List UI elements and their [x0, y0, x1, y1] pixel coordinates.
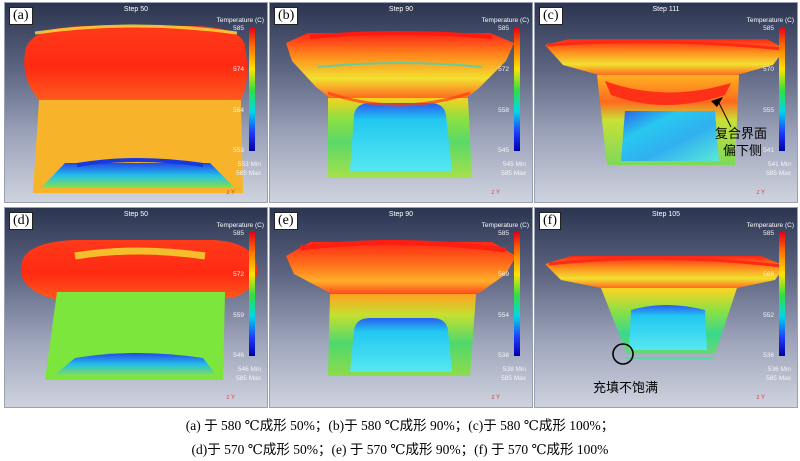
figure-caption-line2: (d)于 570 ℃成形 50%；(e) 于 570 ℃成形 90%；(f) 于… — [191, 442, 609, 457]
step-label: Step 90 — [388, 6, 414, 13]
legend-title: Temperature (C) — [481, 17, 529, 24]
panel-label: (d) — [9, 212, 34, 230]
min-readout: 545 Min — [502, 161, 526, 168]
step-label: Step 90 — [388, 211, 414, 218]
step-label: Step 111 — [652, 6, 680, 13]
colorbar-tick: 570 — [763, 66, 774, 73]
max-readout: 585 Max — [501, 170, 526, 177]
billet-render-a — [24, 24, 248, 193]
temperature-colorbar — [249, 27, 255, 151]
colorbar-tick: 585 — [498, 230, 509, 237]
annotation-interface-line2: 偏下侧 — [723, 143, 763, 158]
sim-panel-f: (f) Step 105 Temperature (C) 585 568 552… — [534, 207, 798, 408]
colorbar-tick: 574 — [233, 66, 244, 73]
min-readout: 538 Min — [502, 366, 526, 373]
min-readout: 546 Min — [237, 366, 261, 373]
axis-triad-icon: z Y — [491, 190, 500, 196]
min-readout: 536 Min — [767, 366, 791, 373]
colorbar-tick: 559 — [233, 312, 244, 319]
colorbar-tick: 538 — [498, 352, 509, 359]
axis-triad-icon: z Y — [756, 190, 765, 196]
colorbar-tick: 554 — [498, 312, 509, 319]
colorbar-tick: 585 — [233, 25, 244, 32]
temperature-colorbar — [514, 232, 520, 356]
billet-render-e — [286, 239, 516, 376]
panel-label: (f) — [539, 212, 561, 230]
colorbar-tick: 568 — [763, 271, 774, 278]
colorbar-tick: 553 — [233, 147, 244, 154]
step-label: Step 50 — [123, 211, 149, 218]
axis-triad-icon: z Y — [491, 395, 500, 401]
colorbar-tick: 545 — [498, 147, 509, 154]
sim-panel-d: (d) Step 50 Temperature (C) 585 572 559 … — [4, 207, 268, 408]
billet-render-d — [20, 240, 258, 380]
min-readout: 553 Min — [237, 161, 261, 168]
colorbar-tick: 558 — [498, 107, 509, 114]
colorbar-tick: 555 — [763, 107, 774, 114]
annotation-interface-line1: 复合界面 — [715, 126, 768, 141]
colorbar-tick: 541 — [763, 147, 774, 154]
legend-title: Temperature (C) — [216, 222, 264, 229]
panel-label: (e) — [274, 212, 298, 230]
panel-label: (c) — [539, 7, 563, 25]
colorbar-tick: 552 — [763, 312, 774, 319]
colorbar-tick: 546 — [233, 352, 244, 359]
colorbar-tick: 572 — [498, 66, 509, 73]
max-readout: 585 Max — [236, 170, 261, 177]
panel-label: (b) — [274, 7, 299, 25]
colorbar-tick: 585 — [498, 25, 509, 32]
sim-panel-c: (c) Step 111 Temperature (C) 585 570 555… — [534, 2, 798, 203]
colorbar-tick: 569 — [498, 271, 509, 278]
temperature-colorbar — [779, 232, 785, 356]
colorbar-tick: 536 — [763, 352, 774, 359]
billet-render-f — [545, 256, 785, 365]
max-readout: 585 Max — [766, 375, 791, 382]
sim-panel-e: (e) Step 90 Temperature (C) 585 569 554 … — [269, 207, 533, 408]
axis-triad-icon: z Y — [756, 395, 765, 401]
max-readout: 585 Max — [501, 375, 526, 382]
legend-title: Temperature (C) — [746, 17, 794, 24]
colorbar-tick: 585 — [763, 25, 774, 32]
panel-label: (a) — [9, 7, 33, 25]
annotation-incomplete-filling: 充填不饱满 — [593, 380, 659, 395]
step-label: Step 50 — [123, 6, 149, 13]
axis-triad-icon: z Y — [226, 190, 235, 196]
max-readout: 585 Max — [766, 170, 791, 177]
colorbar-tick: 564 — [233, 107, 244, 114]
legend-title: Temperature (C) — [746, 222, 794, 229]
min-readout: 541 Min — [767, 161, 791, 168]
axis-triad-icon: z Y — [226, 395, 235, 401]
colorbar-tick: 585 — [763, 230, 774, 237]
max-readout: 585 Max — [236, 375, 261, 382]
colorbar-tick: 572 — [233, 271, 244, 278]
billet-render-c — [545, 39, 785, 165]
sim-panel-b: (b) Step 90 Temperature (C) 585 572 558 … — [269, 2, 533, 203]
legend-title: Temperature (C) — [481, 222, 529, 229]
billet-render-b — [286, 31, 514, 178]
sim-panel-a: (a) Step 50 Temperature (C) 585 574 564 … — [4, 2, 268, 203]
temperature-colorbar — [249, 232, 255, 356]
step-label: Step 105 — [651, 211, 681, 218]
temperature-colorbar — [779, 27, 785, 151]
legend-title: Temperature (C) — [216, 17, 264, 24]
temperature-colorbar — [514, 27, 520, 151]
colorbar-tick: 585 — [233, 230, 244, 237]
figure-caption-line1: (a) 于 580 ℃成形 50%；(b)于 580 ℃成形 90%；(c)于 … — [185, 418, 615, 433]
